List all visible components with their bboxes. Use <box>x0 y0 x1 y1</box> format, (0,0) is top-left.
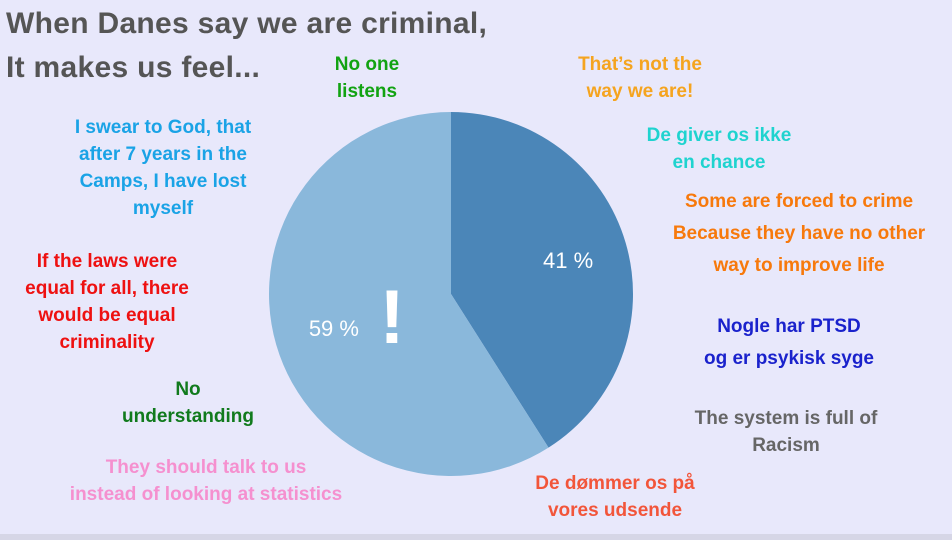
quote-ptsd: Nogle har PTSD og er psykisk syge <box>659 311 919 375</box>
quote-line: No one <box>334 54 400 75</box>
quote-line: Racism <box>752 435 820 456</box>
quote-line: myself <box>132 198 194 219</box>
title-line-2: It makes us feel... <box>6 51 261 84</box>
quote-no-understanding: No understanding <box>78 376 298 430</box>
quote-line: way we are! <box>586 81 694 102</box>
quote-line: No <box>175 379 201 400</box>
quote-line: og er psykisk syge <box>703 348 875 369</box>
quote-line: way to improve life <box>713 255 885 276</box>
quote-line: instead of looking at statistics <box>69 484 343 505</box>
slide-title: When Danes say we are criminal, It makes… <box>6 2 487 90</box>
quote-line: Nogle har PTSD <box>717 316 861 337</box>
quote-line: Because they have no other <box>672 223 926 244</box>
quote-line: Camps, I have lost <box>79 171 247 192</box>
quote-line: De giver os ikke <box>646 125 792 146</box>
quote-no-one-listens: No one listens <box>257 51 477 105</box>
title-line-1: When Danes say we are criminal, <box>6 7 488 40</box>
quote-line: vores udsende <box>547 500 683 521</box>
slide-bottom-strip <box>0 534 952 540</box>
pie-slice <box>269 112 549 476</box>
pie-labels: 41 % 59 %! <box>309 248 593 360</box>
quote-line: would be equal <box>38 305 176 326</box>
quote-dommer: De dømmer os på vores udsende <box>485 470 745 524</box>
quote-line: equal for all, there <box>25 278 189 299</box>
pie-slice <box>451 112 634 448</box>
quote-ikke-chance: De giver os ikke en chance <box>589 122 849 176</box>
pie-slice-label: 59 % <box>309 316 359 341</box>
quote-line: If the laws were <box>36 251 178 272</box>
quote-forced-to-crime: Some are forced to crime Because they hav… <box>649 186 949 282</box>
quote-line: understanding <box>122 406 254 427</box>
pie-slice-label: 41 % <box>543 248 593 273</box>
quote-racism: The system is full of Racism <box>656 405 916 459</box>
quote-line: listens <box>336 81 398 102</box>
quote-talk-to-us: They should talk to us instead of looking… <box>36 454 376 508</box>
quote-line: That’s not the <box>578 54 702 75</box>
quote-line: criminality <box>59 332 155 353</box>
quote-line: Some are forced to crime <box>684 191 914 212</box>
quote-swear-to-god: I swear to God, that after 7 years in the… <box>33 114 293 222</box>
quote-line: They should talk to us <box>105 457 307 478</box>
quote-line: en chance <box>672 152 766 173</box>
quote-not-the-way: That’s not the way we are! <box>510 51 770 105</box>
exclamation-mark: ! <box>379 275 404 360</box>
pie-slices <box>269 112 634 476</box>
quote-line: after 7 years in the <box>79 144 247 165</box>
quote-line: De dømmer os på <box>535 473 695 494</box>
quote-line: I swear to God, that <box>74 117 252 138</box>
quote-laws-equal: If the laws were equal for all, there woul… <box>0 248 217 356</box>
quote-line: The system is full of <box>694 408 878 429</box>
